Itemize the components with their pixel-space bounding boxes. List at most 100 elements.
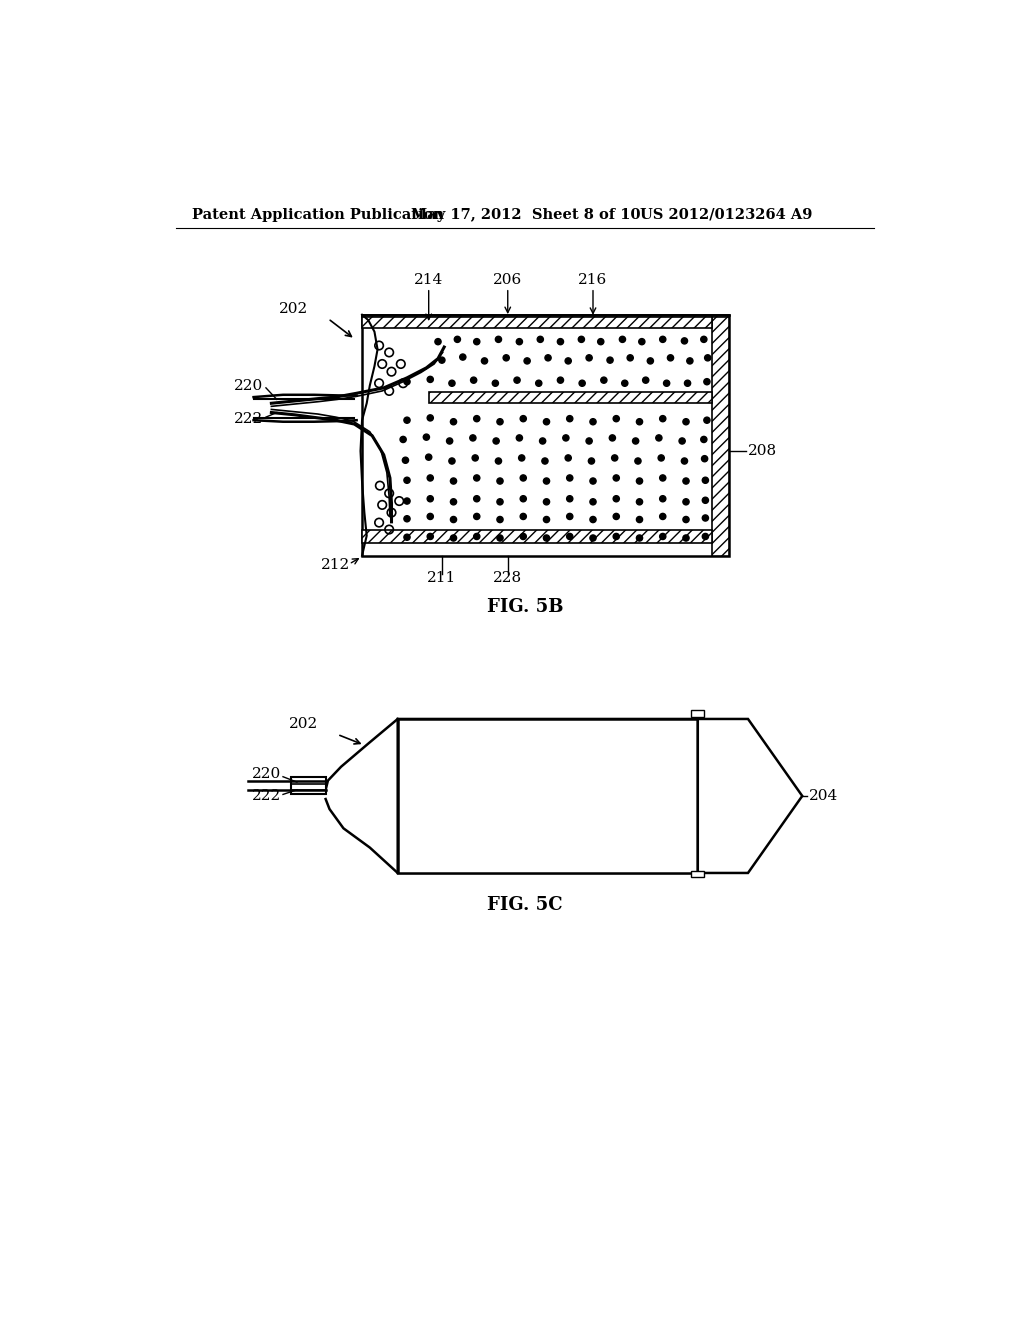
Polygon shape [697,719,802,873]
Text: 202: 202 [289,717,317,731]
Circle shape [589,458,595,465]
Text: May 17, 2012  Sheet 8 of 10: May 17, 2012 Sheet 8 of 10 [411,207,640,222]
Circle shape [681,458,687,465]
Circle shape [544,499,550,506]
Circle shape [446,438,453,444]
Circle shape [403,477,410,483]
Circle shape [701,455,708,462]
Circle shape [474,533,480,540]
Circle shape [703,417,710,424]
Circle shape [544,516,550,523]
Circle shape [403,535,410,540]
Text: Patent Application Publication: Patent Application Publication [191,207,443,222]
Circle shape [451,516,457,523]
Circle shape [426,454,432,461]
Bar [691,871,703,876]
Circle shape [544,478,550,484]
Circle shape [586,355,592,360]
Circle shape [451,478,457,484]
Bar [291,777,326,795]
Polygon shape [397,719,697,873]
Circle shape [481,358,487,364]
Circle shape [590,535,596,541]
Circle shape [400,437,407,442]
Circle shape [423,434,429,441]
Circle shape [451,418,457,425]
Text: US 2012/0123264 A9: US 2012/0123264 A9 [640,207,812,222]
Circle shape [474,416,480,422]
Circle shape [659,475,666,480]
Circle shape [493,380,499,387]
Circle shape [403,417,410,424]
Circle shape [474,339,480,345]
Circle shape [658,455,665,461]
Circle shape [497,535,503,541]
Circle shape [542,458,548,465]
Circle shape [622,380,628,387]
Circle shape [636,516,643,523]
FancyBboxPatch shape [397,719,697,873]
Circle shape [613,533,620,540]
Circle shape [403,379,410,385]
Bar [362,531,712,544]
Circle shape [659,533,666,540]
Circle shape [613,513,620,520]
Circle shape [472,455,478,461]
Circle shape [659,416,666,422]
Circle shape [700,337,707,342]
Circle shape [655,434,662,441]
Circle shape [514,378,520,383]
Text: 222: 222 [234,412,263,425]
Circle shape [611,455,617,461]
Circle shape [496,458,502,465]
Circle shape [536,380,542,387]
Circle shape [497,516,503,523]
Circle shape [590,418,596,425]
Circle shape [566,495,572,502]
Circle shape [620,337,626,342]
Circle shape [449,380,455,387]
Circle shape [705,355,711,360]
Circle shape [496,337,502,342]
Circle shape [544,535,550,541]
Circle shape [647,358,653,364]
Bar [362,314,729,556]
Circle shape [435,339,441,345]
Circle shape [636,535,643,541]
Circle shape [545,355,551,360]
Circle shape [474,495,480,502]
Text: 202: 202 [280,301,308,315]
Circle shape [566,416,572,422]
Circle shape [563,434,569,441]
Circle shape [451,499,457,506]
Text: 204: 204 [809,789,838,803]
Text: 216: 216 [578,273,607,286]
Text: 211: 211 [427,572,457,585]
Circle shape [659,513,666,520]
Circle shape [520,533,526,540]
Circle shape [403,516,410,521]
Circle shape [565,358,571,364]
Bar [691,710,703,717]
Circle shape [683,535,689,541]
Text: 208: 208 [748,444,777,458]
Circle shape [633,438,639,444]
Bar [712,314,729,556]
Text: 212: 212 [322,558,350,572]
Circle shape [566,513,572,520]
Text: FIG. 5C: FIG. 5C [487,896,562,915]
Bar [429,392,712,404]
Circle shape [503,355,509,360]
Circle shape [613,416,620,422]
Circle shape [565,455,571,461]
Circle shape [590,516,596,523]
Circle shape [566,533,572,540]
Circle shape [579,380,586,387]
Circle shape [683,478,689,484]
Circle shape [590,499,596,506]
Circle shape [402,457,409,463]
Circle shape [540,438,546,444]
Circle shape [524,358,530,364]
Circle shape [557,339,563,345]
Circle shape [516,434,522,441]
